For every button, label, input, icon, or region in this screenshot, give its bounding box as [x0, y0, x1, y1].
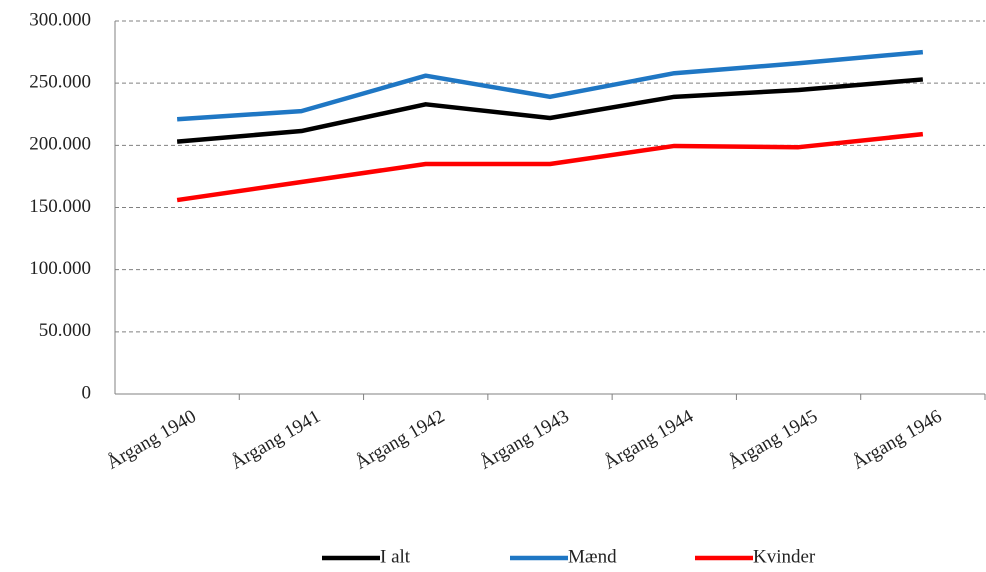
y-tick-label: 50.000: [39, 320, 91, 341]
series-line: [176, 49, 924, 122]
y-tick-label: 300.000: [29, 9, 91, 30]
y-tick-label: 150.000: [29, 196, 91, 217]
legend-label: Kvinder: [753, 546, 816, 567]
x-tick-label: Årgang 1941: [228, 406, 325, 474]
y-tick-label: 100.000: [29, 258, 91, 279]
x-tick-label: Årgang 1942: [352, 406, 449, 474]
y-tick-label: 0: [82, 382, 92, 403]
series-line: [176, 77, 924, 144]
x-tick-label: Årgang 1945: [725, 406, 822, 474]
legend-label: Mænd: [568, 546, 617, 567]
x-tick-label: Årgang 1940: [103, 406, 200, 474]
x-tick-label: Årgang 1943: [476, 406, 573, 474]
series-line: [176, 131, 924, 203]
legend-label: I alt: [380, 546, 411, 567]
x-tick-label: Årgang 1946: [849, 406, 946, 474]
y-tick-label: 200.000: [29, 134, 91, 155]
y-tick-label: 250.000: [29, 72, 91, 93]
x-tick-label: Årgang 1944: [600, 406, 697, 474]
